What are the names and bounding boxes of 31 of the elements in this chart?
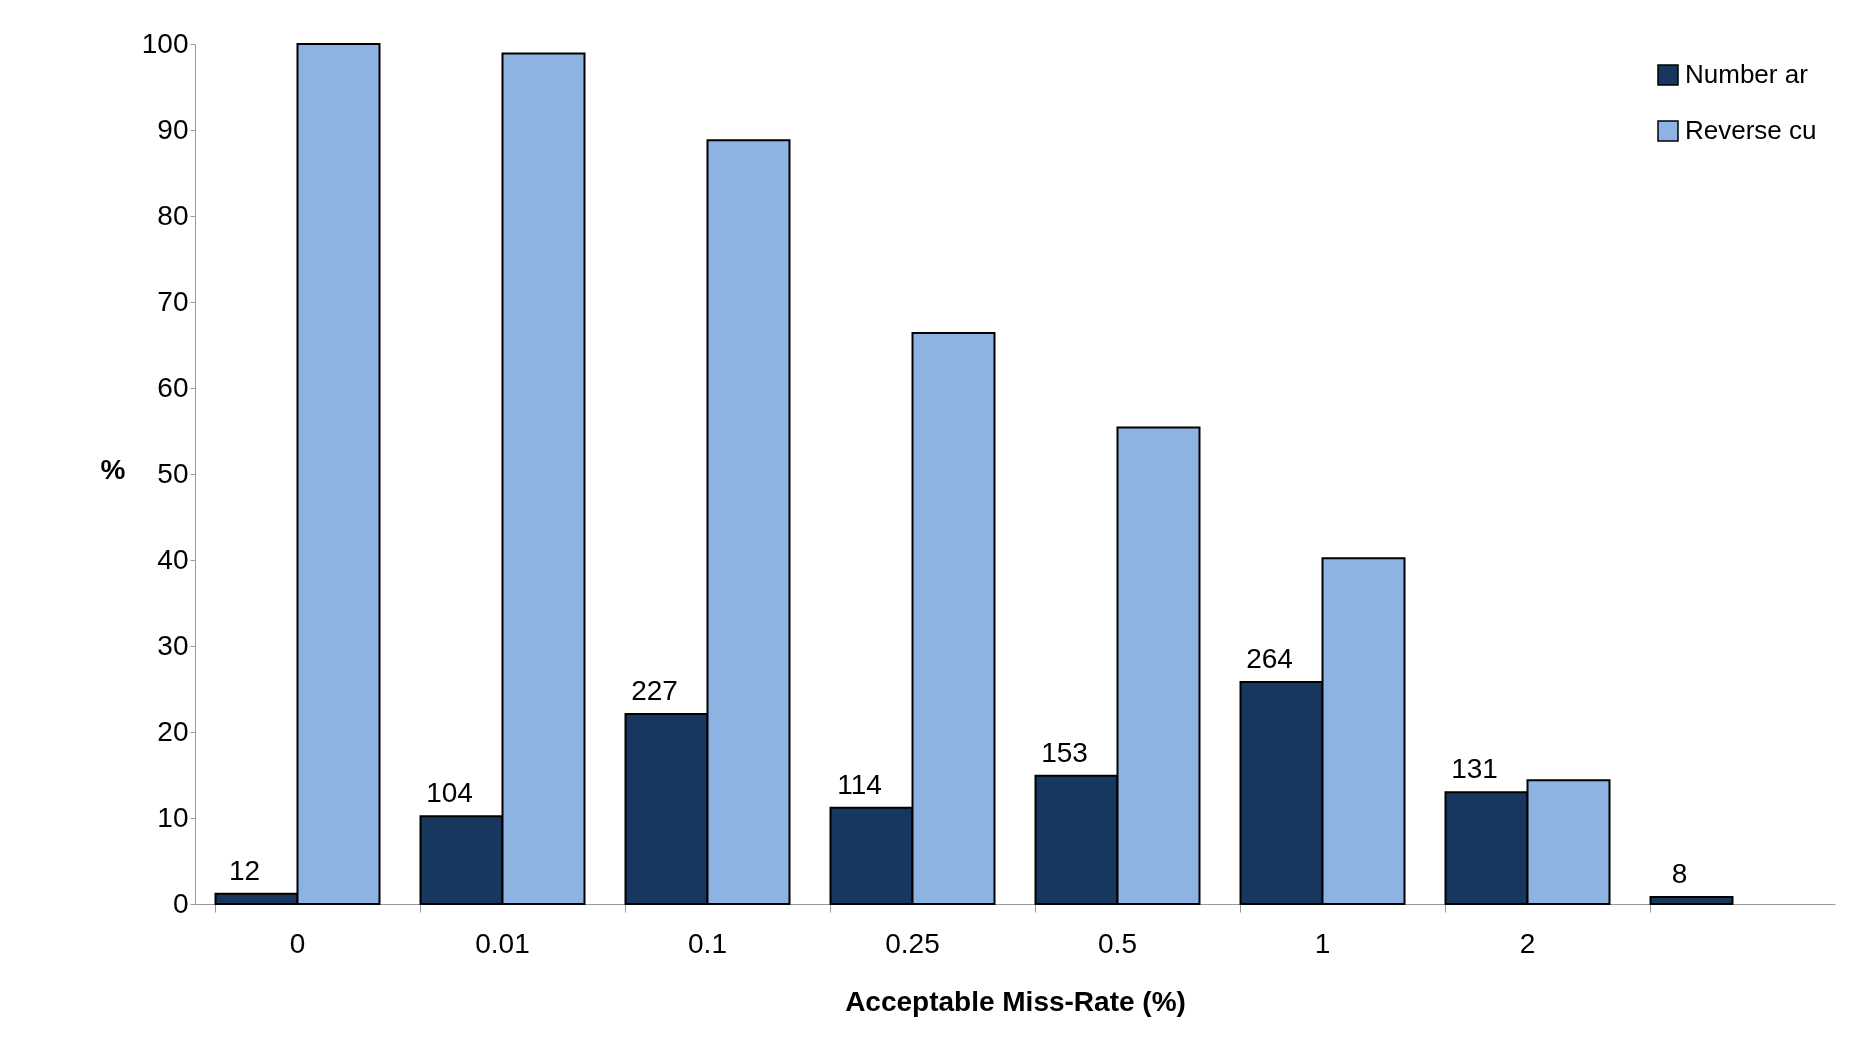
y-tick-label: 80	[157, 199, 189, 231]
annotation: 131	[1451, 753, 1498, 785]
annotation: 227	[631, 674, 678, 706]
bar	[1649, 896, 1734, 905]
annotation: 114	[837, 768, 882, 800]
y-tick-label: 100	[141, 27, 189, 59]
x-tick-label: 1	[1314, 927, 1331, 959]
x-axis-title: Acceptable Miss-Rate (%)	[845, 985, 1186, 1017]
y-tick-label: 70	[157, 285, 189, 317]
legend-label: Reverse cu	[1685, 115, 1817, 145]
x-tick-label: 0	[289, 927, 306, 959]
x-tick-label: 0.1	[688, 927, 727, 959]
annotation: 153	[1041, 736, 1088, 768]
y-tick-label: 50	[157, 457, 189, 489]
x-tick-label: 0.01	[475, 927, 530, 959]
annotation: 104	[426, 777, 473, 809]
annotation: 12	[228, 854, 261, 886]
y-tick-label: 60	[157, 371, 189, 403]
y-tick-label: 10	[157, 801, 189, 833]
y-tick-label: 0	[172, 887, 189, 919]
y-tick-label: 40	[157, 543, 189, 575]
x-tick-label: 0.25	[885, 927, 940, 959]
legend-label: Number ar	[1685, 59, 1809, 89]
y-tick-label: 90	[157, 113, 189, 145]
annotation: 264	[1246, 643, 1293, 675]
x-tick-label: 0.5	[1098, 927, 1137, 959]
y-axis-title: %	[100, 453, 126, 485]
y-tick-label: 20	[157, 715, 189, 747]
x-tick-label: 2	[1519, 927, 1536, 959]
annotation: 8	[1671, 858, 1688, 890]
y-tick-label: 30	[157, 629, 189, 661]
